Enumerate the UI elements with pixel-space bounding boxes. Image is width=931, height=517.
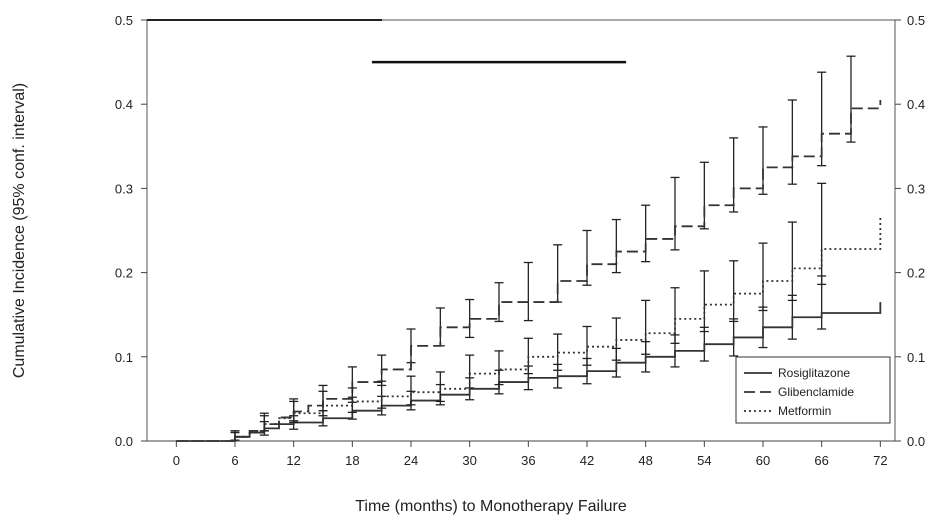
y2-tick-label-0.2: 0.2 [907,266,925,281]
series-layer [176,55,882,442]
x-tick-label-6: 6 [231,453,238,468]
legend-box [735,356,891,424]
x-tick-label-42: 42 [580,453,594,468]
y2-tick-label-0.5: 0.5 [907,13,925,28]
y-tick-label-0.3: 0.3 [115,181,133,196]
line-metformin [176,217,882,442]
x-tick-label-18: 18 [345,453,359,468]
y-tick-label-0.1: 0.1 [115,350,133,365]
y2-tick-label-0.0: 0.0 [907,434,925,449]
y-axis-title: Cumulative Incidence (95% conf. interval… [11,83,28,378]
y-tick-label-0.2: 0.2 [115,266,133,281]
legend-label-metformin: Metformin [778,404,831,418]
x-tick-label-72: 72 [873,453,887,468]
x-axis-title: Time (months) to Monotherapy Failure [355,498,627,515]
legend-label-rosiglitazone: Rosiglitazone [778,366,850,380]
axis-ticks: 0 6 12 18 24 30 36 42 48 54 60 66 72 0.0 0.0 0.1 0.1 0.2 0… [115,13,925,468]
x-tick-label-66: 66 [814,453,828,468]
x-tick-label-12: 12 [286,453,300,468]
x-tick-label-48: 48 [638,453,652,468]
y-tick-label-0.0: 0.0 [115,434,133,449]
y-tick-label-0.4: 0.4 [115,97,133,112]
x-tick-label-36: 36 [521,453,535,468]
legend-label-glibenclamide: Glibenclamide [778,385,854,399]
line-glibenclamide [176,99,882,442]
x-tick-label-30: 30 [462,453,476,468]
x-tick-label-60: 60 [756,453,770,468]
legend: Rosiglitazone Glibenclamide Metformin [735,356,891,424]
y2-tick-label-0.4: 0.4 [907,97,925,112]
series-metformin [176,182,882,442]
y2-tick-label-0.3: 0.3 [907,181,925,196]
y-tick-label-0.5: 0.5 [115,13,133,28]
x-tick-label-24: 24 [404,453,418,468]
x-tick-label-0: 0 [173,453,180,468]
x-tick-label-54: 54 [697,453,711,468]
y2-tick-label-0.1: 0.1 [907,350,925,365]
